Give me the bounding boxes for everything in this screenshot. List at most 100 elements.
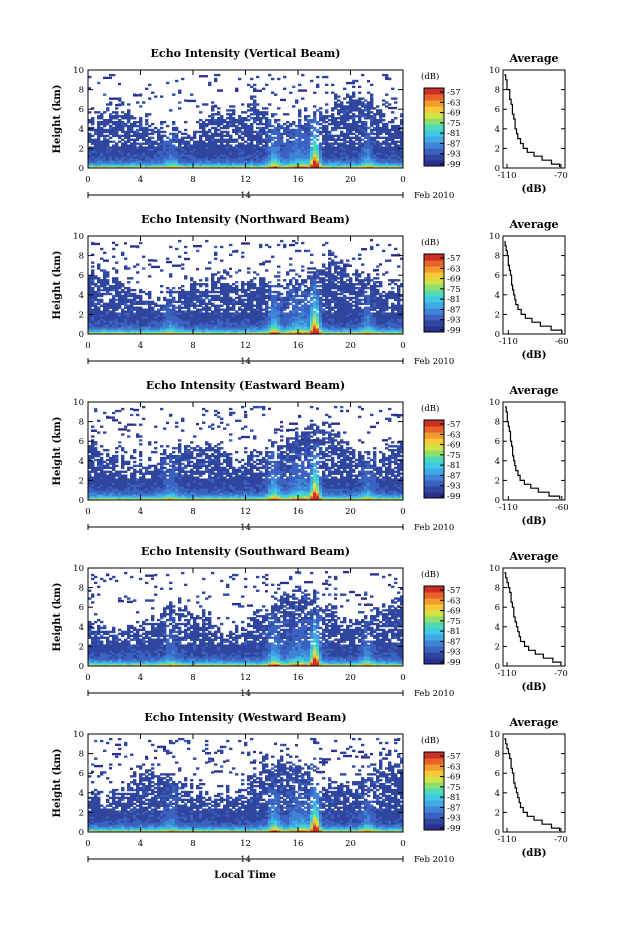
average-title: Average: [508, 716, 558, 729]
y-tick-label: 8: [79, 584, 84, 594]
colorbar-tick-label: -81: [447, 627, 461, 637]
average-y-tick-label: 2: [495, 476, 500, 486]
date-tick-label: 14: [240, 855, 251, 865]
colorbar-tick-label: -63: [447, 762, 461, 772]
colorbar-tick-label: -57: [447, 420, 461, 430]
x-tick-label: 12: [240, 341, 251, 351]
colorbar-tick-label: -87: [447, 803, 461, 813]
colorbar-tick-label: -69: [447, 109, 461, 119]
colorbar-unit: (dB): [421, 71, 439, 82]
colorbar-tick-label: -69: [447, 607, 461, 617]
average-y-tick-label: 8: [495, 750, 500, 760]
colorbar-tick-label: -99: [447, 824, 461, 834]
x-tick-label: 8: [190, 175, 195, 185]
x-tick-label: 8: [190, 341, 195, 351]
y-tick-label: 2: [79, 476, 84, 486]
average-y-tick-label: 6: [495, 271, 500, 281]
average-y-tick-label: 8: [495, 86, 500, 96]
heatmap-field: [88, 239, 404, 335]
colorbar: [423, 751, 445, 831]
y-tick-label: 6: [79, 437, 84, 447]
x-tick-label: 4: [138, 839, 143, 849]
colorbar-tick-label: -57: [447, 88, 461, 98]
x-tick-label: 0: [85, 839, 90, 849]
colorbar-tick-label: -93: [447, 648, 461, 658]
average-y-tick-label: 6: [495, 769, 500, 779]
x-tick-label: 0: [85, 507, 90, 517]
average-x-tick-label: -110: [499, 503, 518, 513]
y-tick-label: 4: [79, 623, 84, 633]
x-tick-label: 0: [400, 507, 405, 517]
date-tick-label: 14: [240, 357, 251, 367]
average-x-tick-label: -70: [554, 171, 568, 181]
x-tick-label: 8: [190, 839, 195, 849]
average-y-tick-label: 10: [489, 398, 500, 408]
x-tick-label: 4: [138, 341, 143, 351]
colorbar-unit: (dB): [421, 403, 439, 414]
panel-title: Echo Intensity (Westward Beam): [144, 711, 346, 724]
average-frame: [502, 567, 566, 667]
x-tick-label: 20: [345, 507, 356, 517]
x-tick-label: 20: [345, 839, 356, 849]
average-x-tick-label: -70: [554, 835, 568, 845]
colorbar-tick-label: -81: [447, 129, 461, 139]
average-y-tick-label: 0: [495, 828, 500, 838]
colorbar-tick-label: -69: [447, 773, 461, 783]
panel-3: Echo Intensity (Eastward Beam) 0 2 4 6 8 10 Hei…: [52, 379, 569, 533]
y-tick-label: 0: [79, 828, 84, 838]
colorbar-tick-label: -99: [447, 160, 461, 170]
colorbar: [423, 253, 445, 333]
average-profile-line: [504, 74, 561, 167]
average-y-tick-label: 10: [489, 232, 500, 242]
y-tick-label: 4: [79, 125, 84, 135]
colorbar-tick-label: -75: [447, 285, 461, 295]
x-tick-label: 12: [240, 175, 251, 185]
date-tick-label: 14: [240, 191, 251, 201]
average-frame: [502, 733, 566, 833]
date-label: Feb 2010: [414, 689, 454, 699]
average-x-tick-label: -110: [499, 337, 518, 347]
date-tick-label: 14: [240, 689, 251, 699]
colorbar-tick-label: -93: [447, 316, 461, 326]
panel-1: Echo Intensity (Vertical Beam) 0 2 4 6 8 10 Hei…: [52, 47, 568, 201]
x-tick-label: 12: [240, 507, 251, 517]
average-title: Average: [508, 384, 558, 397]
x-tick-label: 20: [345, 341, 356, 351]
average-y-tick-label: 4: [495, 457, 500, 467]
average-profile-line: [504, 240, 563, 333]
colorbar-unit: (dB): [421, 569, 439, 580]
colorbar-tick-label: -87: [447, 305, 461, 315]
y-tick-label: 2: [79, 642, 84, 652]
x-tick-label: 8: [190, 507, 195, 517]
average-frame: [502, 401, 566, 501]
average-y-tick-label: 6: [495, 105, 500, 115]
colorbar-unit: (dB): [421, 237, 439, 248]
colorbar-tick-label: -63: [447, 98, 461, 108]
average-y-tick-label: 2: [495, 310, 500, 320]
average-x-tick-label: -110: [497, 669, 516, 679]
colorbar-tick-label: -75: [447, 119, 461, 129]
y-tick-label: 6: [79, 603, 84, 613]
heatmap-field: [88, 73, 404, 169]
y-axis-label: Height (km): [52, 583, 63, 652]
colorbar-tick-label: -57: [447, 254, 461, 264]
panel-5: Echo Intensity (Westward Beam) 0 2 4 6 8 10 Hei…: [52, 711, 568, 865]
colorbar-tick-label: -75: [447, 451, 461, 461]
x-tick-label: 16: [293, 839, 304, 849]
average-title: Average: [508, 52, 558, 65]
x-tick-label: 16: [293, 341, 304, 351]
average-x-tick-label: -70: [554, 669, 568, 679]
average-x-label: (dB): [522, 184, 547, 195]
colorbar-tick-label: -81: [447, 295, 461, 305]
date-label: Feb 2010: [414, 191, 454, 201]
average-y-tick-label: 2: [495, 642, 500, 652]
average-y-tick-label: 4: [495, 125, 500, 135]
average-y-tick-label: 2: [495, 808, 500, 818]
average-profile-line: [505, 406, 561, 499]
colorbar: [423, 419, 445, 499]
average-y-tick-label: 4: [495, 623, 500, 633]
x-tick-label: 20: [345, 175, 356, 185]
x-tick-label: 4: [138, 507, 143, 517]
average-profile-line: [504, 738, 561, 831]
y-tick-label: 8: [79, 252, 84, 262]
